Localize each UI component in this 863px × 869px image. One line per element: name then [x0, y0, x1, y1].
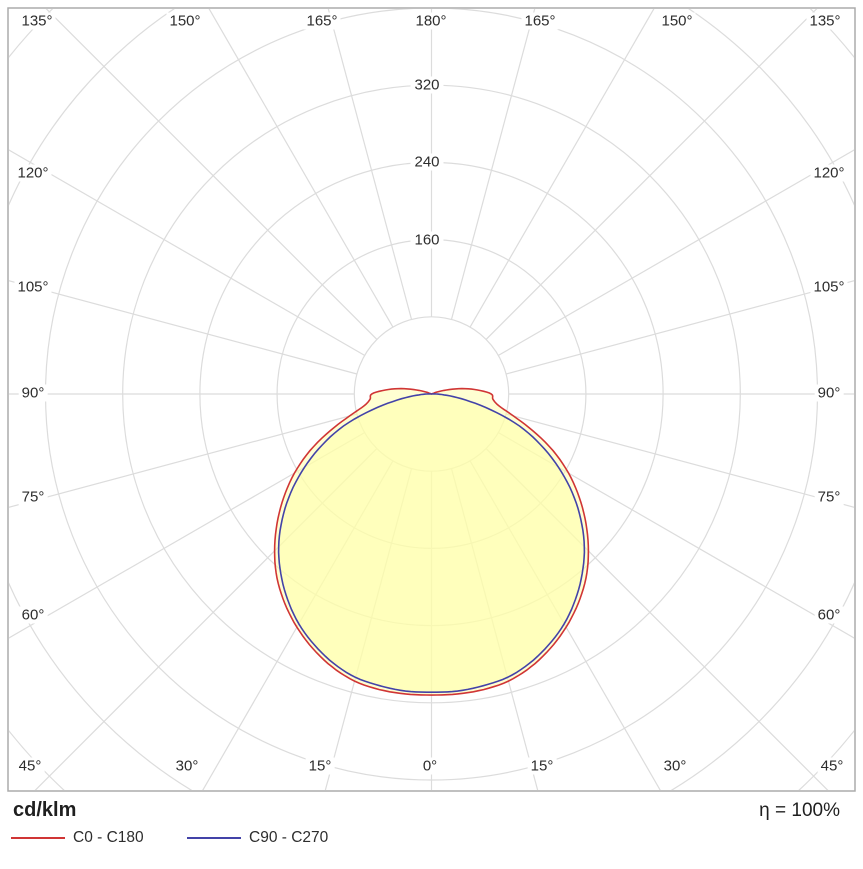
radial-tick-label: 240: [410, 153, 444, 171]
radial-tick-label: 320: [410, 76, 444, 94]
c90-c270-curve: [277, 393, 586, 693]
legend-item-c0-c180: C0 - C180: [11, 829, 144, 847]
angle-label-bottom: 15°: [527, 757, 557, 775]
angle-label-bottom: 45°: [817, 757, 847, 775]
grid-spoke: [9, 280, 358, 375]
grid-spoke: [9, 149, 365, 356]
angle-label-bottom: 0°: [419, 757, 441, 775]
radial-tick-label: 160: [410, 231, 444, 249]
angle-label-right: 105°: [810, 278, 848, 296]
legend-item-label: C90 - C270: [249, 829, 329, 846]
angle-label-left: 120°: [14, 164, 52, 182]
grid-spoke: [327, 9, 413, 320]
angle-label-right: 75°: [814, 488, 844, 506]
grid-spoke: [450, 9, 536, 320]
angle-label-top: 150°: [658, 12, 696, 30]
angle-label-top: 150°: [166, 12, 204, 30]
grid-spoke: [498, 432, 854, 639]
angle-label-right: 120°: [810, 164, 848, 182]
grid-spoke: [45, 9, 378, 340]
angle-label-top: 165°: [521, 12, 559, 30]
angle-label-top: 135°: [18, 12, 56, 30]
c0-c180-line-swatch: [11, 837, 65, 839]
legend: cd/klm η = 100% C0 - C180 C90 - C270: [0, 795, 863, 869]
grid-spoke: [9, 432, 365, 639]
legend-item-c90-c270: C90 - C270: [187, 829, 328, 847]
angle-label-bottom: 45°: [15, 757, 45, 775]
grid-spoke: [505, 280, 854, 375]
unit-label: cd/klm: [13, 799, 77, 821]
grid-spoke: [498, 149, 854, 356]
grid-spoke: [485, 9, 818, 340]
c0-c180-curve: [273, 387, 590, 696]
plot-frame: [7, 7, 856, 792]
angle-label-left: 105°: [14, 278, 52, 296]
angle-label-bottom: 30°: [172, 757, 202, 775]
angle-label-bottom: 15°: [305, 757, 335, 775]
c90-c270-line-swatch: [187, 837, 241, 839]
angle-label-left: 60°: [18, 606, 48, 624]
c90-c270-fill: [278, 393, 585, 693]
angle-label-right: 90°: [814, 384, 844, 402]
efficiency-label: η = 100%: [759, 800, 840, 821]
angle-label-top: 180°: [412, 12, 450, 30]
angle-label-bottom: 30°: [660, 757, 690, 775]
grid-spoke: [469, 9, 655, 328]
grid-spoke: [208, 9, 394, 328]
legend-item-label: C0 - C180: [73, 829, 144, 846]
angle-label-right: 60°: [814, 606, 844, 624]
angle-label-top: 165°: [303, 12, 341, 30]
angle-label-left: 90°: [18, 384, 48, 402]
angle-label-top: 135°: [806, 12, 844, 30]
angle-label-left: 75°: [18, 488, 48, 506]
